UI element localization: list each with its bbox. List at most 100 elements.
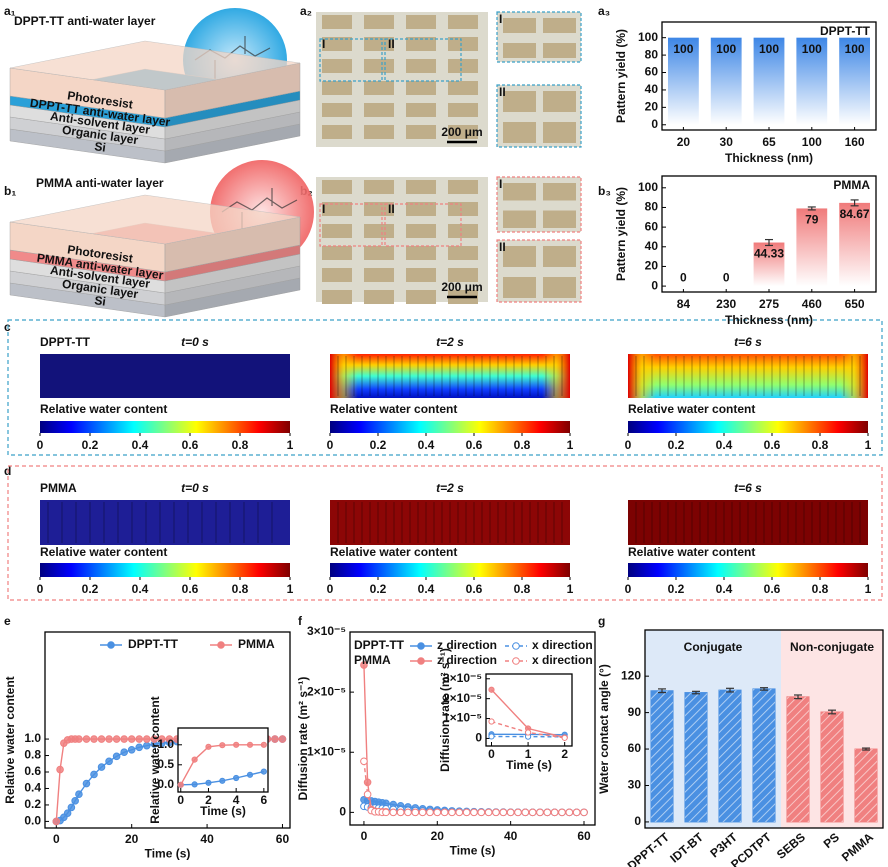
region-label: II [499,85,506,99]
pattern-tile [448,268,478,282]
pattern-tile [322,125,352,139]
bar [839,202,871,287]
x-tick-label: PS [821,830,842,851]
series-marker [142,735,151,743]
series-marker [165,735,174,743]
series-marker [506,808,515,817]
x-tick-label: 1 [525,747,532,761]
y-tick-label: 2×10⁻⁵ [443,691,482,705]
x-tick-label: 2 [205,793,212,807]
legend-marker [107,641,115,649]
layer-label: Si [94,293,107,308]
pattern-tile [322,103,352,117]
x-tick-label: 60 [276,832,290,846]
pattern-tile [322,180,352,194]
y-tick-label: 0 [339,805,346,819]
y-tick-label: 0.0 [24,814,41,828]
bar [753,242,785,287]
colorbar-tick-label: 0.2 [370,582,387,596]
x-tick-label: 100 [802,135,822,149]
x-tick-label: 0 [361,829,368,843]
group-label: Non-conjugate [790,640,874,654]
micrograph [316,12,488,147]
pattern-tile [503,91,536,112]
x-tick-label: 650 [845,297,865,311]
y-tick-label: 20 [645,259,659,273]
series-marker [75,735,83,743]
pattern-tile [406,290,436,304]
pattern-tile [406,37,436,51]
pattern-tile [364,246,394,260]
series-marker [543,808,552,817]
colorbar-label: Relative water content [40,545,167,559]
y-tick-label: 60 [628,741,642,755]
x-tick-label: 0 [177,793,184,807]
series-marker [477,808,486,817]
y-tick-label: 60 [645,219,659,233]
pattern-tile [406,268,436,282]
panel-label: a₁ [4,4,16,18]
series-marker [470,808,478,817]
series-marker [528,808,537,817]
series-marker [120,735,128,743]
colorbar-tick-label: 0.2 [668,582,685,596]
x-tick-label: IDT-BT [667,830,706,866]
x-axis-title: Thickness (nm) [725,151,813,165]
series-marker [514,808,522,817]
heatmap-edge [840,354,868,398]
series-marker [97,735,106,743]
colorbar-tick-label: 0.4 [716,438,733,452]
y-tick-label: 40 [645,82,659,96]
series-marker [82,735,91,743]
pattern-tile [543,18,576,33]
series-marker [177,781,184,788]
colorbar-tick-label: 0 [327,582,334,596]
series-marker [382,808,390,817]
series-marker [246,741,254,748]
pattern-tile [503,122,536,143]
y-tick-label: 0 [651,117,658,131]
legend-label: x direction [532,653,593,667]
colorbar [330,421,570,433]
colorbar-tick-label: 0.8 [514,582,531,596]
series-marker [433,808,442,817]
heatmap [40,354,290,398]
series-marker [67,803,76,812]
bar-hatch [684,692,708,822]
x-tick-label: 0 [53,832,60,846]
y-tick-label: 0 [475,731,482,745]
pattern-tile [503,210,536,228]
bar [710,37,742,125]
colorbar-tick-label: 0 [37,438,44,452]
x-tick-label: 30 [720,135,734,149]
x-tick-label: 40 [504,829,518,843]
colorbar [628,421,868,433]
region-box [319,38,383,82]
pattern-tile [406,246,436,260]
colorbar-tick-label: 0.6 [764,582,781,596]
panel-label: e [4,614,11,628]
pattern-tile [448,37,478,51]
colorbar-tick-label: 0.2 [82,438,99,452]
y-axis-title: Relative water content [3,676,17,803]
value-label: 100 [716,42,736,56]
panel-frame [7,465,883,601]
bar-hatch [752,688,776,822]
pattern-tile [364,103,394,117]
series-marker [191,781,198,788]
y-tick-label: 0.0 [157,777,174,791]
pattern-tile [503,277,536,298]
pattern-tile [543,91,576,112]
series-marker [135,735,144,743]
series-marker [580,808,588,817]
series-marker [260,768,267,775]
x-tick-label: SEBS [774,830,808,862]
y-axis-title: Pattern yield (%) [614,29,628,123]
series-marker [205,779,212,786]
series-marker [488,718,495,725]
colorbar-tick-label: 1 [567,582,574,596]
series-marker [484,808,493,817]
value-label: 100 [673,42,693,56]
pattern-tile [322,246,352,260]
pattern-tile [364,290,394,304]
